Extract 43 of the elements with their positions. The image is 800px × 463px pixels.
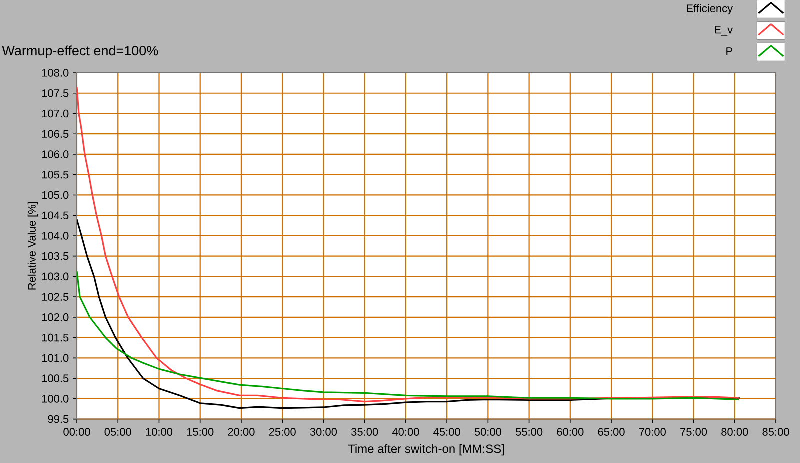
x-tick-label: 50:00 (474, 428, 502, 436)
legend-label: E_v (715, 26, 734, 36)
y-tick-label: 101.5 (42, 334, 69, 342)
y-tick-label: 101.0 (42, 354, 69, 362)
x-axis-title: Time after switch-on [MM:SS] (348, 444, 504, 456)
y-axis-title: Relative Value [%] (28, 202, 38, 290)
y-tick-label: 99.5 (48, 415, 69, 424)
x-tick-label: 40:00 (392, 428, 420, 436)
x-tick-label: 25:00 (269, 428, 296, 436)
y-tick-label: 106.0 (42, 150, 69, 158)
x-tick-label: 55:00 (516, 428, 543, 436)
y-tick-label: 105.5 (42, 170, 69, 179)
x-tick-label: 45:00 (434, 428, 460, 436)
x-tick-label: 75:00 (680, 428, 708, 436)
legend-label: P (726, 48, 732, 56)
x-tick-label: 30:00 (310, 428, 338, 436)
y-tick-label: 104.5 (42, 212, 69, 220)
y-tick-label: 103.0 (42, 272, 69, 281)
x-tick-label: 80:00 (722, 428, 748, 436)
legend-label: Efficiency (687, 4, 734, 15)
y-tick-label: 107.5 (42, 89, 69, 98)
y-tick-label: 100.0 (42, 395, 69, 403)
x-tick-label: 20:00 (228, 428, 255, 436)
x-tick-label: 70:00 (639, 428, 666, 436)
x-tick-label: 35:00 (351, 428, 378, 436)
y-tick-label: 102.0 (42, 314, 69, 322)
y-tick-label: 106.5 (42, 130, 69, 138)
y-tick-label: 105.0 (42, 191, 69, 200)
y-tick-label: 108.0 (42, 69, 69, 77)
x-tick-label: 00:00 (64, 428, 90, 436)
x-tick-label: 65:00 (598, 428, 625, 436)
y-tick-label: 103.5 (42, 252, 69, 260)
x-tick-label: 60:00 (557, 428, 584, 436)
y-tick-label: 104.0 (42, 232, 69, 240)
line-series (77, 270, 740, 401)
x-tick-label: 15:00 (187, 428, 214, 436)
y-tick-label: 100.5 (42, 374, 69, 382)
chart-title: Warmup-effect end=100% (2, 46, 158, 58)
y-tick-label: 102.5 (42, 293, 69, 301)
x-tick-label: 10:00 (146, 428, 173, 436)
y-tick-label: 107.0 (42, 110, 69, 118)
x-tick-label: 05:00 (104, 428, 132, 436)
x-tick-label: 85:00 (762, 428, 790, 436)
